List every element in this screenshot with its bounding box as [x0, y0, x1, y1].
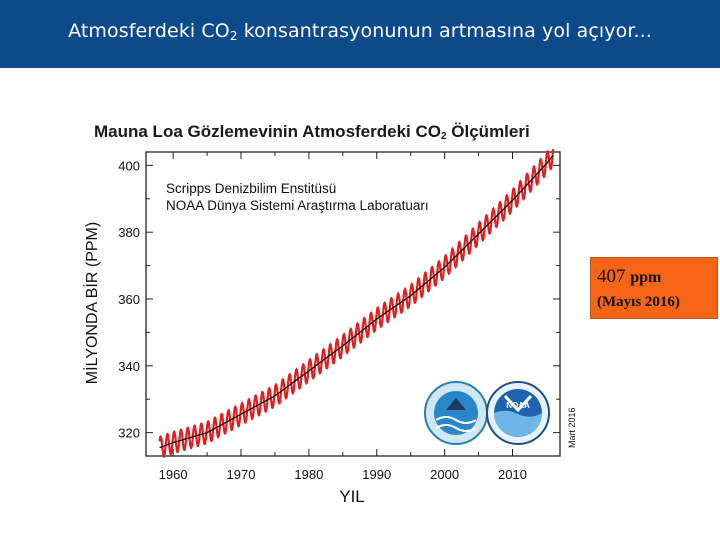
- slide-title: Atmosferdeki CO2 konsantrasyonunun artma…: [68, 20, 652, 43]
- chart-title: Mauna Loa Gözlemevinin Atmosferdeki CO2 …: [94, 122, 530, 142]
- annotation-line-1: Scripps Denizbilim Enstitüsü: [166, 181, 336, 196]
- date-note: Mart 2016: [567, 407, 577, 448]
- scripps-seal-icon: [424, 381, 488, 445]
- x-axis-label: YIL: [339, 487, 365, 506]
- y-tick-label: 340: [118, 359, 140, 374]
- monthly-co2-line: [158, 148, 555, 458]
- y-tick-label: 320: [118, 426, 140, 441]
- svg-text:NOAA: NOAA: [506, 401, 530, 410]
- callout-number: 407: [597, 266, 626, 287]
- x-tick-label: 1980: [294, 467, 323, 482]
- x-tick-label: 2010: [498, 467, 527, 482]
- y-axis-label: MİLYONDA BİR (PPM): [82, 222, 101, 384]
- callout-value: 407 ppm: [597, 266, 661, 288]
- annual-mean-line: [159, 154, 554, 449]
- y-tick-label: 380: [118, 225, 140, 240]
- callout-unit: ppm: [630, 269, 662, 286]
- co2-callout: 407 ppm (Mayıs 2016): [590, 257, 718, 319]
- x-tick-label: 1960: [159, 467, 188, 482]
- x-tick-label: 2000: [430, 467, 459, 482]
- y-tick-label: 400: [118, 158, 140, 173]
- x-tick-label: 1970: [227, 467, 256, 482]
- callout-date: (Mayıs 2016): [597, 294, 680, 310]
- header-bar: Atmosferdeki CO2 konsantrasyonunun artma…: [0, 0, 720, 68]
- plot-frame: [145, 151, 561, 457]
- y-tick-label: 360: [118, 292, 140, 307]
- x-tick-label: 1990: [362, 467, 391, 482]
- noaa-logo-icon: NOAA: [486, 381, 550, 445]
- annotation-line-2: NOAA Dünya Sistemi Araştırma Laboratuarı: [166, 198, 429, 213]
- chart-axes: 1960 1970 1980 1990 2000 2010 320 340 360 380 400: [118, 151, 561, 482]
